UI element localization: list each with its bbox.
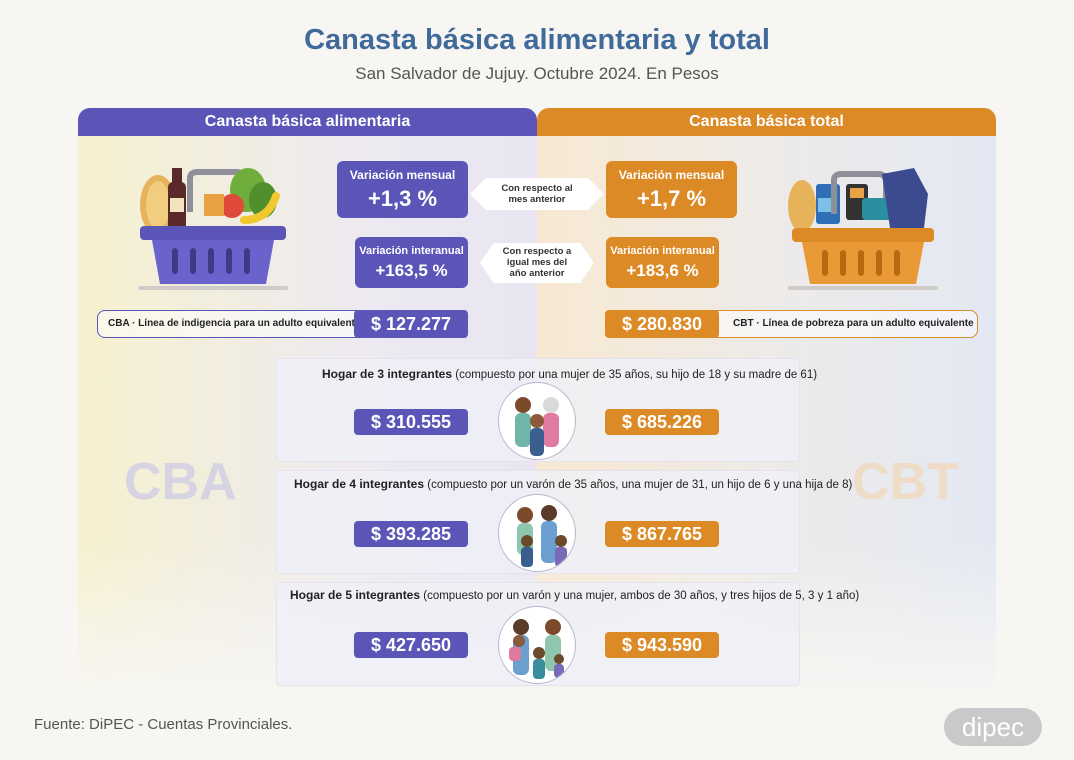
cbt-monthly-variation: Variación mensual +1,7 % — [606, 161, 737, 218]
cba-monthly-variation: Variación mensual +1,3 % — [337, 161, 468, 218]
household-title: Hogar de 3 integrantes — [322, 367, 453, 381]
household-cbt-value: $ 943.590 — [605, 632, 719, 658]
household-title: Hogar de 4 integrantes — [294, 477, 425, 491]
cba-header: Canasta básica alimentaria — [78, 108, 537, 136]
household-detail: (compuesto por una mujer de 35 años, su … — [455, 369, 818, 381]
household-title-line: Hogar de 5 integrantes (compuesto por un… — [290, 588, 859, 602]
cbt-line-label: CBT · Línea de pobreza para un adulto eq… — [733, 318, 974, 329]
household-title-line: Hogar de 3 integrantes (compuesto por un… — [322, 367, 817, 381]
cbt-annual-value: +183,6 % — [626, 261, 699, 280]
family-icon — [498, 606, 576, 684]
household-cbt-value: $ 867.765 — [605, 521, 719, 547]
annual-arrow-line-2: igual mes del — [506, 257, 568, 268]
cba-line-value: $ 127.277 — [354, 310, 468, 338]
family-icon — [498, 382, 576, 460]
household-detail: (compuesto por un varón de 35 años, una … — [427, 479, 853, 491]
household-cba-value: $ 393.285 — [354, 521, 468, 547]
annual-comparison-arrow: Con respecto a igual mes del año anterio… — [480, 243, 594, 283]
cba-annual-variation: Variación interanual +163,5 % — [355, 237, 468, 288]
household-cbt-value: $ 685.226 — [605, 409, 719, 435]
household-detail: (compuesto por un varón y una mujer, amb… — [423, 590, 860, 602]
goods-basket-icon — [778, 164, 946, 297]
cbt-line-box: CBT · Línea de pobreza para un adulto eq… — [676, 310, 978, 338]
monthly-comparison-arrow: Con respecto al mes anterior — [470, 178, 604, 210]
household-title-line: Hogar de 4 integrantes (compuesto por un… — [294, 477, 852, 491]
household-cba-value: $ 427.650 — [354, 632, 468, 658]
food-basket-icon — [128, 160, 298, 297]
cba-annual-label: Variación interanual — [359, 245, 464, 257]
cbt-monthly-value: +1,7 % — [636, 186, 707, 211]
source-note: Fuente: DiPEC - Cuentas Provinciales. — [34, 716, 293, 733]
page-subtitle: San Salvador de Jujuy. Octubre 2024. En … — [355, 64, 719, 83]
monthly-arrow-line-2: mes anterior — [508, 194, 566, 205]
cbt-annual-label: Variación interanual — [610, 245, 715, 257]
cba-line-label: CBA · Línea de indigencia para un adulto… — [108, 318, 361, 329]
cbt-annual-variation: Variación interanual +183,6 % — [606, 237, 719, 288]
cba-monthly-label: Variación mensual — [349, 168, 456, 182]
dipec-logo: dipec — [944, 708, 1042, 746]
cbt-watermark: CBT — [852, 453, 959, 511]
household-title: Hogar de 5 integrantes — [290, 588, 421, 602]
cba-monthly-value: +1,3 % — [367, 186, 438, 211]
page-title: Canasta básica alimentaria y total — [304, 24, 770, 56]
cba-line-box: CBA · Línea de indigencia para un adulto… — [97, 310, 399, 338]
annual-arrow-line-1: Con respecto a — [502, 246, 572, 257]
cba-annual-value: +163,5 % — [375, 261, 448, 280]
cbt-line-value: $ 280.830 — [605, 310, 719, 338]
cbt-header: Canasta básica total — [537, 108, 996, 136]
cba-watermark: CBA — [124, 453, 237, 511]
annual-arrow-line-3: año anterior — [509, 268, 565, 279]
cbt-monthly-label: Variación mensual — [618, 168, 725, 182]
household-cba-value: $ 310.555 — [354, 409, 468, 435]
family-icon — [498, 494, 576, 572]
monthly-arrow-line-1: Con respecto al — [501, 183, 573, 194]
